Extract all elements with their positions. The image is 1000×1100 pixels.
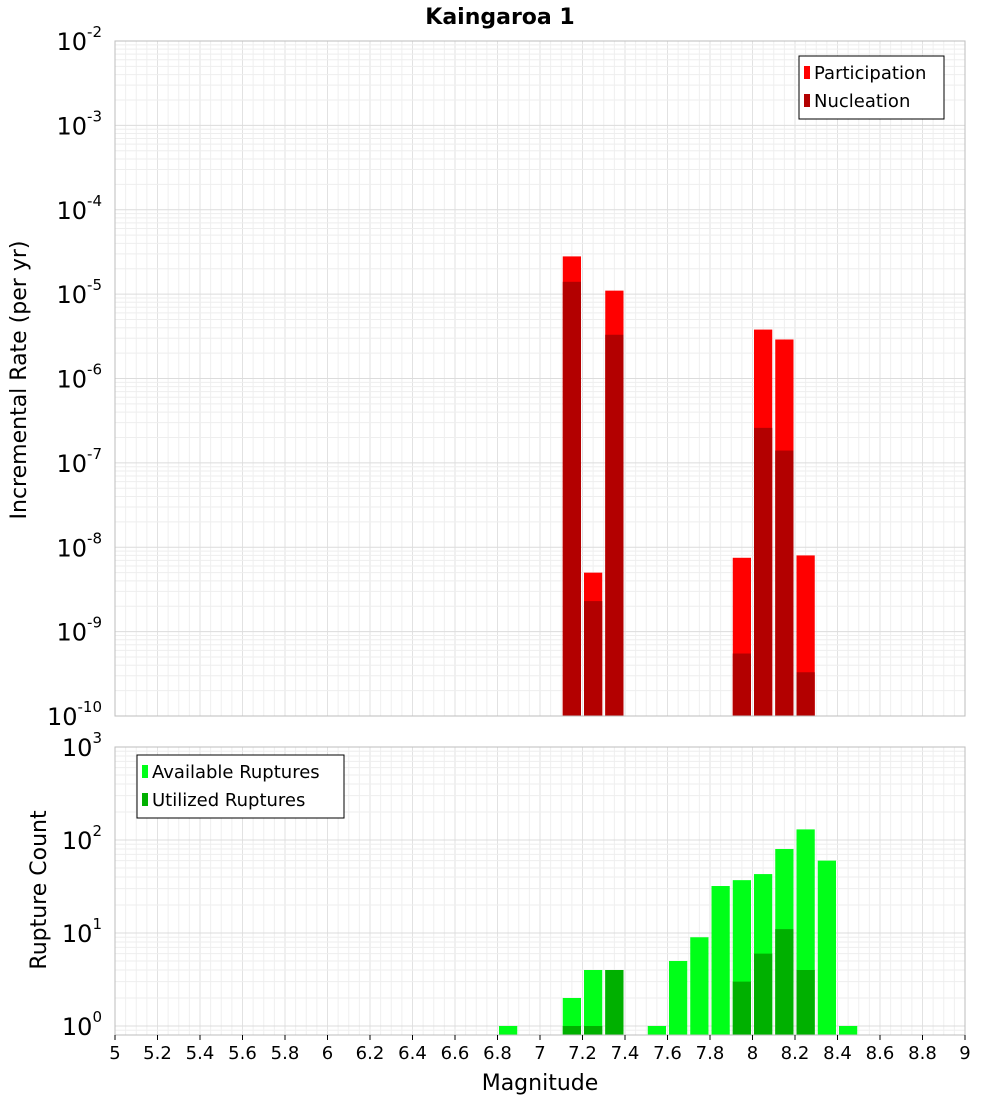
available-ruptures-bar (562, 997, 581, 1035)
available-ruptures-bar (839, 1025, 858, 1035)
y-tick-label: 10-3 (56, 107, 102, 140)
available-ruptures-bar (499, 1025, 518, 1035)
nucleation-bar (754, 427, 773, 716)
x-tick-label: 7.4 (611, 1043, 640, 1064)
nucleation-legend-label: Nucleation (814, 91, 910, 112)
x-tick-label: 8.8 (908, 1043, 937, 1064)
x-tick-label: 6.6 (441, 1043, 470, 1064)
x-tick-label: 5.8 (271, 1043, 300, 1064)
x-tick-label: 5 (109, 1043, 120, 1064)
rate-bars (562, 256, 815, 716)
rate-y-ticks: 10-10 10-9 10-8 10-7 10-6 10-5 10-4 10-3 10-2 (47, 23, 102, 731)
nucleation-bar (605, 334, 624, 716)
incremental-rate-axis-label: Incremental Rate (per yr) (7, 241, 32, 520)
available-ruptures-bar (584, 969, 603, 1035)
rate-plot-frame (114, 40, 966, 717)
available-ruptures-legend-swatch (142, 765, 148, 778)
x-tick-label: 6.8 (483, 1043, 512, 1064)
y-tick-label: 10-4 (56, 192, 102, 225)
nucleation-bar (796, 672, 815, 716)
y-tick-label: 10-8 (56, 529, 102, 562)
utilized-ruptures-bar (605, 969, 624, 1035)
x-tick-label: 8 (747, 1043, 758, 1064)
x-tick-label: 6 (322, 1043, 333, 1064)
y-tick-label: 103 (62, 729, 102, 762)
utilized-ruptures-bar (562, 1025, 581, 1035)
utilized-ruptures-bar (732, 981, 751, 1035)
magnitude-axis-label: Magnitude (482, 1071, 599, 1096)
legend-box (798, 55, 945, 120)
rate-grid (114, 40, 966, 717)
nucleation-bar (562, 281, 581, 716)
x-tick-label: 7.6 (653, 1043, 682, 1064)
rate-legend: Participation Nucleation (798, 55, 945, 120)
available-ruptures-legend-label: Available Ruptures (152, 762, 320, 783)
utilized-ruptures-legend-swatch (142, 793, 148, 806)
count-x-ticks: 5 5.2 5.4 5.6 5.8 6 6.2 6.4 6.6 6.8 7 7.2 7.4 7.6 7.8 8… (109, 1035, 971, 1064)
x-tick-label: 7 (534, 1043, 545, 1064)
utilized-ruptures-bar (775, 929, 794, 1035)
utilized-ruptures-bar (584, 1025, 603, 1035)
utilized-ruptures-bar (754, 953, 773, 1035)
y-tick-label: 100 (62, 1008, 102, 1041)
x-tick-label: 6.4 (398, 1043, 427, 1064)
y-tick-label: 102 (62, 822, 102, 855)
chart-title: Kaingaroa 1 (425, 5, 574, 30)
x-tick-label: 5.2 (143, 1043, 172, 1064)
nucleation-bar (732, 653, 751, 716)
x-tick-label: 5.6 (228, 1043, 257, 1064)
nucleation-bar (584, 601, 603, 716)
rupture-count-panel: 100 101 102 103 5 5.2 5.4 5.6 5.8 6 6.2 6.4 6.6 6.8 7 7… (62, 729, 971, 1064)
available-ruptures-bar (711, 886, 730, 1035)
y-tick-label: 10-5 (56, 276, 102, 309)
x-tick-label: 8.2 (781, 1043, 810, 1064)
y-tick-label: 10-6 (56, 361, 102, 394)
x-tick-label: 5.4 (186, 1043, 215, 1064)
available-ruptures-bar (647, 1025, 666, 1035)
utilized-ruptures-legend-label: Utilized Ruptures (152, 790, 305, 811)
available-ruptures-bar (690, 937, 709, 1035)
count-legend: Available Ruptures Utilized Ruptures (136, 754, 345, 819)
y-tick-label: 101 (62, 915, 102, 948)
legend-box (136, 754, 345, 819)
utilized-ruptures-bar (796, 969, 815, 1035)
x-tick-label: 8.6 (866, 1043, 895, 1064)
count-y-ticks: 100 101 102 103 (62, 729, 102, 1041)
y-tick-label: 10-10 (47, 698, 102, 731)
y-tick-label: 10-7 (56, 445, 102, 478)
incremental-rate-panel: 10-10 10-9 10-8 10-7 10-6 10-5 10-4 10-3 10-2 Par… (47, 23, 966, 731)
x-tick-label: 7.2 (568, 1043, 597, 1064)
x-tick-label: 9 (959, 1043, 970, 1064)
count-bars (499, 829, 858, 1035)
x-tick-label: 7.8 (696, 1043, 725, 1064)
rupture-count-axis-label: Rupture Count (27, 810, 52, 970)
participation-legend-swatch (804, 66, 810, 79)
x-tick-label: 8.4 (823, 1043, 852, 1064)
available-ruptures-bar (669, 960, 688, 1035)
x-tick-label: 6.2 (356, 1043, 385, 1064)
y-tick-label: 10-9 (56, 614, 102, 647)
y-tick-label: 10-2 (56, 23, 102, 56)
participation-legend-label: Participation (814, 63, 926, 84)
nucleation-bar (775, 450, 794, 716)
available-ruptures-bar (817, 860, 836, 1035)
nucleation-legend-swatch (804, 94, 810, 107)
